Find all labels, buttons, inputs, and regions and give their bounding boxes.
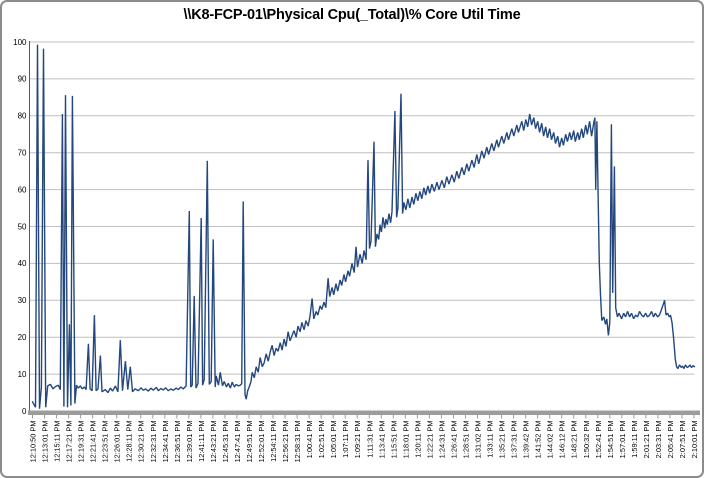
x-tick-label: 1:41:52 PM: [534, 421, 543, 459]
x-tick-label: 12:26:01 PM: [113, 421, 122, 463]
x-tick-label: 1:09:21 PM: [353, 421, 362, 459]
x-tick-label: 1:18:01 PM: [401, 421, 410, 459]
x-tick-label: 1:13:41 PM: [377, 421, 386, 459]
x-tick-label: 1:20:11 PM: [413, 421, 422, 458]
y-tick-label: 100: [13, 38, 27, 47]
x-tick-label: 1:02:51 PM: [317, 421, 326, 459]
x-tick-label: 12:52:01 PM: [257, 421, 266, 463]
x-tick-label: 12:47:41 PM: [233, 421, 242, 463]
x-tick-label: 12:17:21 PM: [65, 421, 74, 463]
y-tick-label: 0: [22, 407, 27, 416]
y-tick-label: 60: [18, 185, 27, 194]
y-tick-label: 70: [18, 149, 27, 158]
x-tick-label: 12:41:11 PM: [197, 421, 206, 462]
x-tick-label: 12:15:11 PM: [53, 421, 62, 462]
x-tick-label: 12:23:51 PM: [101, 421, 110, 463]
x-tick-label: 12:39:01 PM: [185, 421, 194, 463]
x-tick-label: 1:44:02 PM: [546, 421, 555, 459]
x-tick-label: 1:22:21 PM: [425, 421, 434, 459]
y-tick-label: 90: [18, 75, 27, 84]
y-tick-label: 30: [18, 296, 27, 305]
x-tick-label: 12:36:51 PM: [173, 421, 182, 463]
x-tick-label: 1:54:51 PM: [606, 421, 615, 459]
x-axis-bar: [28, 410, 700, 415]
x-tick-label: 1:15:51 PM: [389, 421, 398, 459]
x-tick-label: 1:59:11 PM: [630, 421, 639, 458]
x-tick-label: 1:35:21 PM: [498, 420, 507, 458]
x-tick-label: 1:33:11 PM: [486, 421, 495, 458]
x-tick-label: 1:07:11 PM: [341, 421, 350, 458]
x-tick-label: 12:13:01 PM: [41, 421, 50, 463]
x-tick-label: 1:28:51 PM: [461, 421, 470, 459]
x-tick-label: 12:30:21 PM: [137, 421, 146, 463]
y-tick-label: 80: [18, 112, 27, 121]
x-tick-label: 12:58:31 PM: [293, 421, 302, 463]
x-tick-label: 1:46:12 PM: [558, 421, 567, 459]
x-tick-label: 12:54:11 PM: [269, 421, 278, 462]
y-tick-label: 40: [18, 259, 27, 268]
x-tick-label: 12:43:21 PM: [209, 421, 218, 463]
y-tick-label: 50: [18, 222, 27, 231]
x-tick-label: 12:10:50 PM: [29, 421, 38, 463]
x-tick-label: 1:00:41 PM: [305, 421, 314, 459]
y-tick-label: 20: [18, 333, 27, 342]
x-tick-label: 1:24:31 PM: [437, 421, 446, 459]
x-tick-label: 1:52:41 PM: [594, 421, 603, 459]
x-tick-label: 2:05:41 PM: [666, 421, 675, 459]
x-tick-label: 1:37:31 PM: [510, 421, 519, 459]
x-tick-label: 1:26:41 PM: [449, 421, 458, 459]
x-tick-label: 12:19:31 PM: [77, 421, 86, 463]
x-tick-label: 1:48:21 PM: [570, 421, 579, 459]
x-tick-label: 1:57:01 PM: [618, 421, 627, 459]
y-tick-label: 10: [18, 370, 27, 379]
x-tick-label: 12:21:41 PM: [89, 421, 98, 463]
x-tick-label: 2:07:51 PM: [678, 421, 687, 459]
chart-title: \\K8-FCP-01\Physical Cpu(_Total)\% Core …: [183, 7, 521, 23]
x-tick-label: 12:45:31 PM: [221, 421, 230, 463]
x-tick-label: 12:56:21 PM: [281, 421, 290, 463]
series-line: [31, 44, 696, 409]
x-tick-label: 1:31:02 PM: [474, 421, 483, 459]
x-tick-label: 2:01:21 PM: [642, 421, 651, 459]
x-tick-label: 12:32:31 PM: [149, 421, 158, 463]
x-tick-label: 12:28:11 PM: [125, 421, 134, 462]
x-tick-label: 12:49:51 PM: [245, 421, 254, 463]
x-tick-label: 1:39:42 PM: [522, 421, 531, 459]
x-tick-label: 1:05:01 PM: [329, 421, 338, 459]
x-tick-label: 2:03:31 PM: [654, 421, 663, 459]
x-tick-label: 12:34:41 PM: [161, 421, 170, 463]
x-tick-label: 1:50:32 PM: [582, 421, 591, 459]
x-tick-label: 2:10:01 PM: [690, 421, 699, 459]
x-tick-label: 1:11:31 PM: [365, 421, 374, 458]
